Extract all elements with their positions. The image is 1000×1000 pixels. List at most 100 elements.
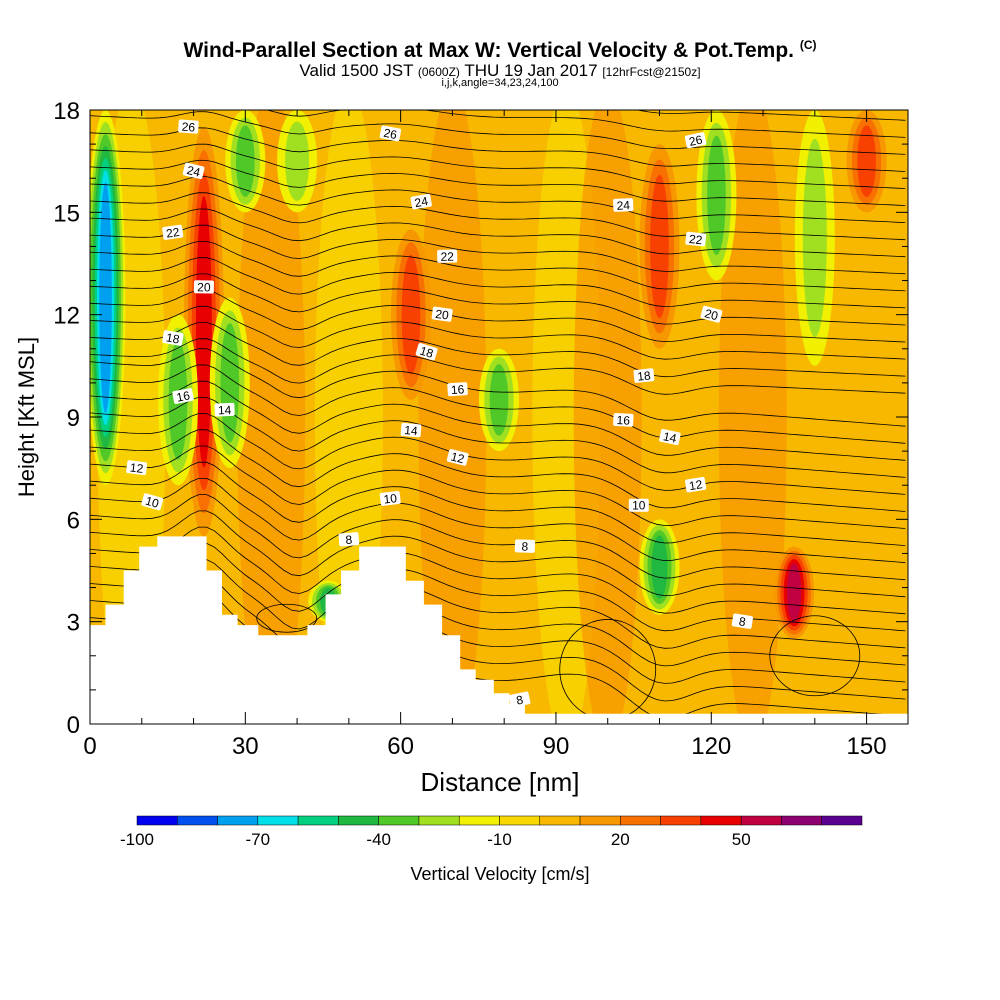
colorbar-tick-label: -40 xyxy=(366,830,391,849)
field-band xyxy=(418,110,487,724)
colorbar-swatch xyxy=(781,815,822,826)
colorbar-swatch xyxy=(217,815,259,826)
theta-contour xyxy=(90,159,906,206)
contour-label: 12 xyxy=(126,460,148,476)
contour-label-text: 14 xyxy=(662,429,678,446)
theta-contour xyxy=(90,559,906,649)
theta-contour xyxy=(265,110,906,138)
contour-label-text: 22 xyxy=(165,225,180,241)
contour-label: 12 xyxy=(446,449,469,466)
theta-contour xyxy=(90,494,906,581)
theta-contour xyxy=(90,127,906,172)
theta-contour xyxy=(90,224,906,275)
y-axis-label: Height [Kft MSL] xyxy=(14,337,39,497)
theta-contour xyxy=(90,591,906,684)
colorbar-tick-label: 50 xyxy=(732,830,751,849)
theta-contour xyxy=(90,461,906,546)
field-band xyxy=(573,110,642,724)
contour-label: 14 xyxy=(400,422,422,438)
colorbar-swatch xyxy=(136,815,178,826)
colorbar-swatch xyxy=(499,815,541,826)
y-tick-label: 12 xyxy=(53,303,80,330)
contour-label: 12 xyxy=(685,477,707,493)
colorbar-swatch xyxy=(620,815,661,826)
theta-contour xyxy=(90,111,906,155)
theta-contour xyxy=(90,143,906,189)
contour-label: 20 xyxy=(431,306,453,323)
contour-label-text: 8 xyxy=(345,533,353,548)
velocity-cell xyxy=(651,535,668,599)
contour-label-text: 22 xyxy=(440,250,454,264)
colorbar-swatch xyxy=(539,815,581,826)
contour-label: 26 xyxy=(178,119,199,135)
contour-label-text: 24 xyxy=(185,163,201,180)
x-tick-label: 120 xyxy=(691,733,731,760)
contour-label: 8 xyxy=(731,613,753,629)
contour-label-text: 18 xyxy=(418,344,435,361)
colorbar-tick-label: -70 xyxy=(246,830,271,849)
contour-label-text: 8 xyxy=(521,539,528,553)
contour-label: 10 xyxy=(379,490,401,507)
contour-label-text: 14 xyxy=(404,423,419,438)
theta-contour xyxy=(90,241,906,292)
contour-label-text: 24 xyxy=(616,198,630,213)
theta-contour xyxy=(90,445,906,529)
theta-contour xyxy=(769,615,861,697)
theta-contour xyxy=(90,208,906,258)
contour-label: 24 xyxy=(613,198,634,213)
theta-contour xyxy=(90,305,906,360)
contour-label-text: 12 xyxy=(129,460,144,476)
velocity-cell xyxy=(650,174,669,319)
y-tick-label: 15 xyxy=(53,200,80,227)
velocity-cell xyxy=(802,138,827,338)
contour-label: 22 xyxy=(437,249,458,264)
theta-contour xyxy=(90,478,906,564)
theta-contour xyxy=(90,413,906,495)
x-tick-label: 90 xyxy=(543,733,570,760)
x-tick-label: 150 xyxy=(847,733,887,760)
colorbar-swatch xyxy=(338,815,379,826)
chart-title: Wind-Parallel Section at Max W: Vertical… xyxy=(183,38,817,62)
theta-contour xyxy=(90,273,906,326)
contour-label-text: 20 xyxy=(197,280,211,294)
velocity-cell xyxy=(235,125,255,197)
x-axis-label: Distance [nm] xyxy=(421,767,580,797)
theta-contour xyxy=(256,603,318,633)
theta-contour xyxy=(90,364,906,444)
contour-label: 22 xyxy=(162,224,184,241)
theta-contours xyxy=(90,110,906,720)
contour-label: 20 xyxy=(700,305,723,323)
colorbar-swatch xyxy=(821,815,863,826)
contour-label: 10 xyxy=(141,493,164,511)
contour-label-text: 20 xyxy=(703,306,720,323)
axes: 0 30 60 90 120 150 0 3 6 9 12 15 18 xyxy=(53,98,908,760)
field-band xyxy=(842,110,908,724)
contour-label: 26 xyxy=(379,125,402,142)
colorbar-swatch xyxy=(458,815,500,826)
theta-contour xyxy=(90,542,906,632)
velocity-cell xyxy=(786,563,802,623)
colorbar-label: Vertical Velocity [cm/s] xyxy=(410,864,589,884)
colorbar-swatch xyxy=(257,815,299,826)
contour-label: 26 xyxy=(684,132,707,149)
contour-label: 22 xyxy=(685,231,707,247)
contour-label-text: 24 xyxy=(414,194,430,210)
y-tick-label: 6 xyxy=(67,507,80,534)
theta-contour xyxy=(635,110,906,121)
contour-label-text: 10 xyxy=(632,499,646,513)
contour-label: 18 xyxy=(633,368,655,384)
x-tick-label: 30 xyxy=(232,733,259,760)
contour-label-text: 12 xyxy=(688,477,704,493)
contour-label: 18 xyxy=(162,330,184,347)
colorbar: -100 -70 -40 -10 20 50 xyxy=(120,815,863,849)
contour-label: 16 xyxy=(172,388,194,405)
x-tick-label: 60 xyxy=(387,733,414,760)
contour-label: 24 xyxy=(182,162,205,180)
velocity-cell xyxy=(99,182,112,413)
contour-label-text: 8 xyxy=(738,614,747,629)
chart-subtitle: Valid 1500 JST (0600Z) THU 19 Jan 2017 [… xyxy=(299,61,701,80)
contour-label-text: 26 xyxy=(688,132,704,149)
velocity-cell xyxy=(195,196,212,468)
contour-label-text: 14 xyxy=(218,403,232,417)
